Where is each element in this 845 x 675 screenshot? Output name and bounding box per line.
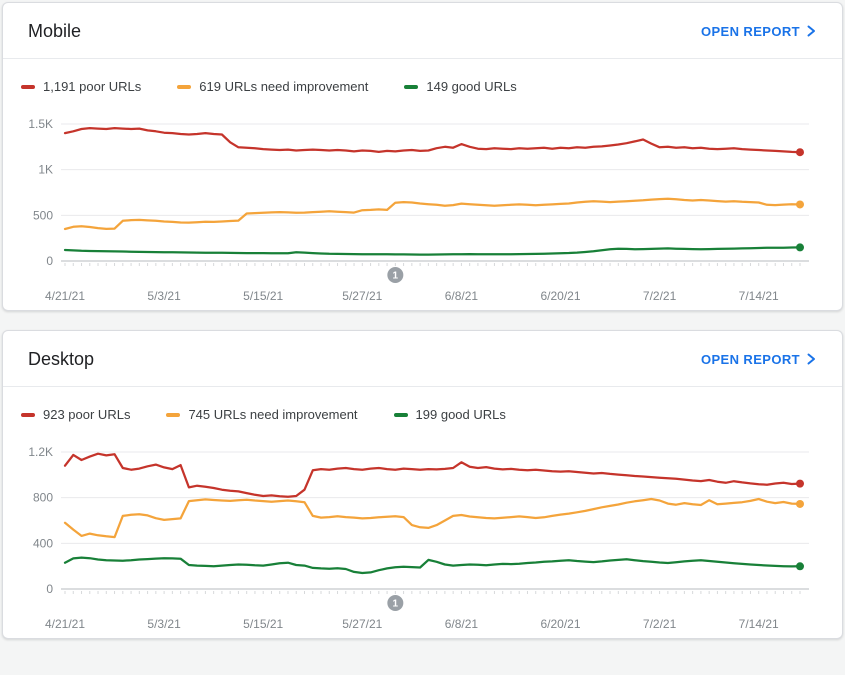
legend-item-poor: 1,191 poor URLs <box>21 79 141 94</box>
annotation-1-badge[interactable] <box>387 595 404 611</box>
good-urls-line <box>63 246 802 256</box>
legend-desktop: 923 poor URLs 745 URLs need improvement … <box>3 387 842 422</box>
annotation-1-badge[interactable] <box>387 267 404 283</box>
mobile-card: Mobile OPEN REPORT 1,191 poor URLs 619 U… <box>2 2 843 311</box>
annotation-badge-label: 1 <box>393 271 399 282</box>
open-report-link-mobile[interactable]: OPEN REPORT <box>701 24 816 39</box>
y-axis-label: 1.2K <box>28 445 53 459</box>
x-axis-label: 4/21/21 <box>45 289 85 303</box>
mobile-card-header: Mobile OPEN REPORT <box>3 3 842 59</box>
chevron-right-icon <box>807 353 816 365</box>
x-axis-label: 5/27/21 <box>342 617 382 631</box>
open-report-link-desktop[interactable]: OPEN REPORT <box>701 352 816 367</box>
x-axis-label: 6/20/21 <box>540 617 580 631</box>
x-axis-label: 5/15/21 <box>243 617 283 631</box>
poor-urls-end-dot[interactable] <box>796 479 804 488</box>
x-axis-label: 5/3/21 <box>147 617 181 631</box>
legend-mobile: 1,191 poor URLs 619 URLs need improvemen… <box>3 59 842 94</box>
good-urls-end-dot[interactable] <box>796 562 804 571</box>
x-axis-label: 6/8/21 <box>445 617 479 631</box>
y-axis-label: 800 <box>33 491 53 505</box>
poor-urls-line <box>63 126 802 154</box>
card-title-mobile: Mobile <box>28 21 82 41</box>
needs-improvement-series-swatch <box>177 84 192 89</box>
legend-label-good: 199 good URLs <box>415 407 506 422</box>
legend-item-needs-improvement: 619 URLs need improvement <box>177 79 368 94</box>
x-axis-label: 7/2/21 <box>643 289 677 303</box>
legend-item-poor: 923 poor URLs <box>21 407 130 422</box>
x-axis-label: 4/21/21 <box>45 617 85 631</box>
card-title-desktop: Desktop <box>28 349 95 369</box>
x-axis-label: 7/14/21 <box>739 617 779 631</box>
good-series-swatch <box>393 412 408 417</box>
chevron-right-icon <box>807 25 816 37</box>
desktop-card-header: Desktop OPEN REPORT <box>3 331 842 387</box>
y-axis-label: 1.5K <box>28 117 53 131</box>
desktop-urls-line-chart[interactable]: 1.2K 800 400 0 4/21/21 5/3/21 5/15/21 5/27/21 6/… <box>3 432 842 638</box>
good-series-swatch <box>404 84 419 89</box>
urls-need-improvement-end-dot[interactable] <box>796 200 804 209</box>
legend-item-good: 149 good URLs <box>404 79 517 94</box>
annotation-badge-label: 1 <box>393 599 399 610</box>
open-report-label: OPEN REPORT <box>700 351 800 367</box>
urls-need-improvement-end-dot[interactable] <box>796 499 804 508</box>
x-axis-label: 7/14/21 <box>739 289 779 303</box>
urls-need-improvement-line <box>63 197 802 231</box>
desktop-card: Desktop OPEN REPORT 923 poor URLs 745 UR… <box>2 330 843 639</box>
y-axis-label: 500 <box>33 208 53 222</box>
legend-label-needs-improvement: 619 URLs need improvement <box>199 79 369 94</box>
legend-item-good: 199 good URLs <box>393 407 506 422</box>
legend-label-poor: 1,191 poor URLs <box>43 79 142 94</box>
legend-label-needs-improvement: 745 URLs need improvement <box>188 407 358 422</box>
needs-improvement-series-swatch <box>166 412 181 417</box>
poor-series-swatch <box>21 84 35 89</box>
y-axis-label: 0 <box>46 254 53 268</box>
x-axis-label: 6/8/21 <box>445 289 479 303</box>
x-axis-label: 5/27/21 <box>342 289 382 303</box>
open-report-label: OPEN REPORT <box>700 23 800 39</box>
urls-need-improvement-line <box>63 497 802 539</box>
x-axis-label: 5/3/21 <box>147 289 181 303</box>
x-axis-label: 6/20/21 <box>540 289 580 303</box>
legend-label-poor: 923 poor URLs <box>43 407 131 422</box>
x-axis-label: 5/15/21 <box>243 289 283 303</box>
legend-item-needs-improvement: 745 URLs need improvement <box>166 407 358 422</box>
x-axis-label: 7/2/21 <box>643 617 677 631</box>
mobile-urls-line-chart[interactable]: 1.5K 1K 500 0 4/21/21 5/3/21 5/15/21 5/27/21 6/8… <box>3 104 842 310</box>
poor-urls-end-dot[interactable] <box>796 148 804 157</box>
legend-label-good: 149 good URLs <box>426 79 517 94</box>
poor-series-swatch <box>21 412 35 417</box>
poor-urls-line <box>63 452 802 498</box>
y-axis-label: 1K <box>38 163 53 177</box>
core-web-vitals-dashboard: Mobile OPEN REPORT 1,191 poor URLs 619 U… <box>2 2 843 639</box>
good-urls-line <box>63 556 802 575</box>
y-axis-label: 400 <box>33 536 53 550</box>
y-axis-label: 0 <box>46 582 53 596</box>
good-urls-end-dot[interactable] <box>796 243 804 252</box>
